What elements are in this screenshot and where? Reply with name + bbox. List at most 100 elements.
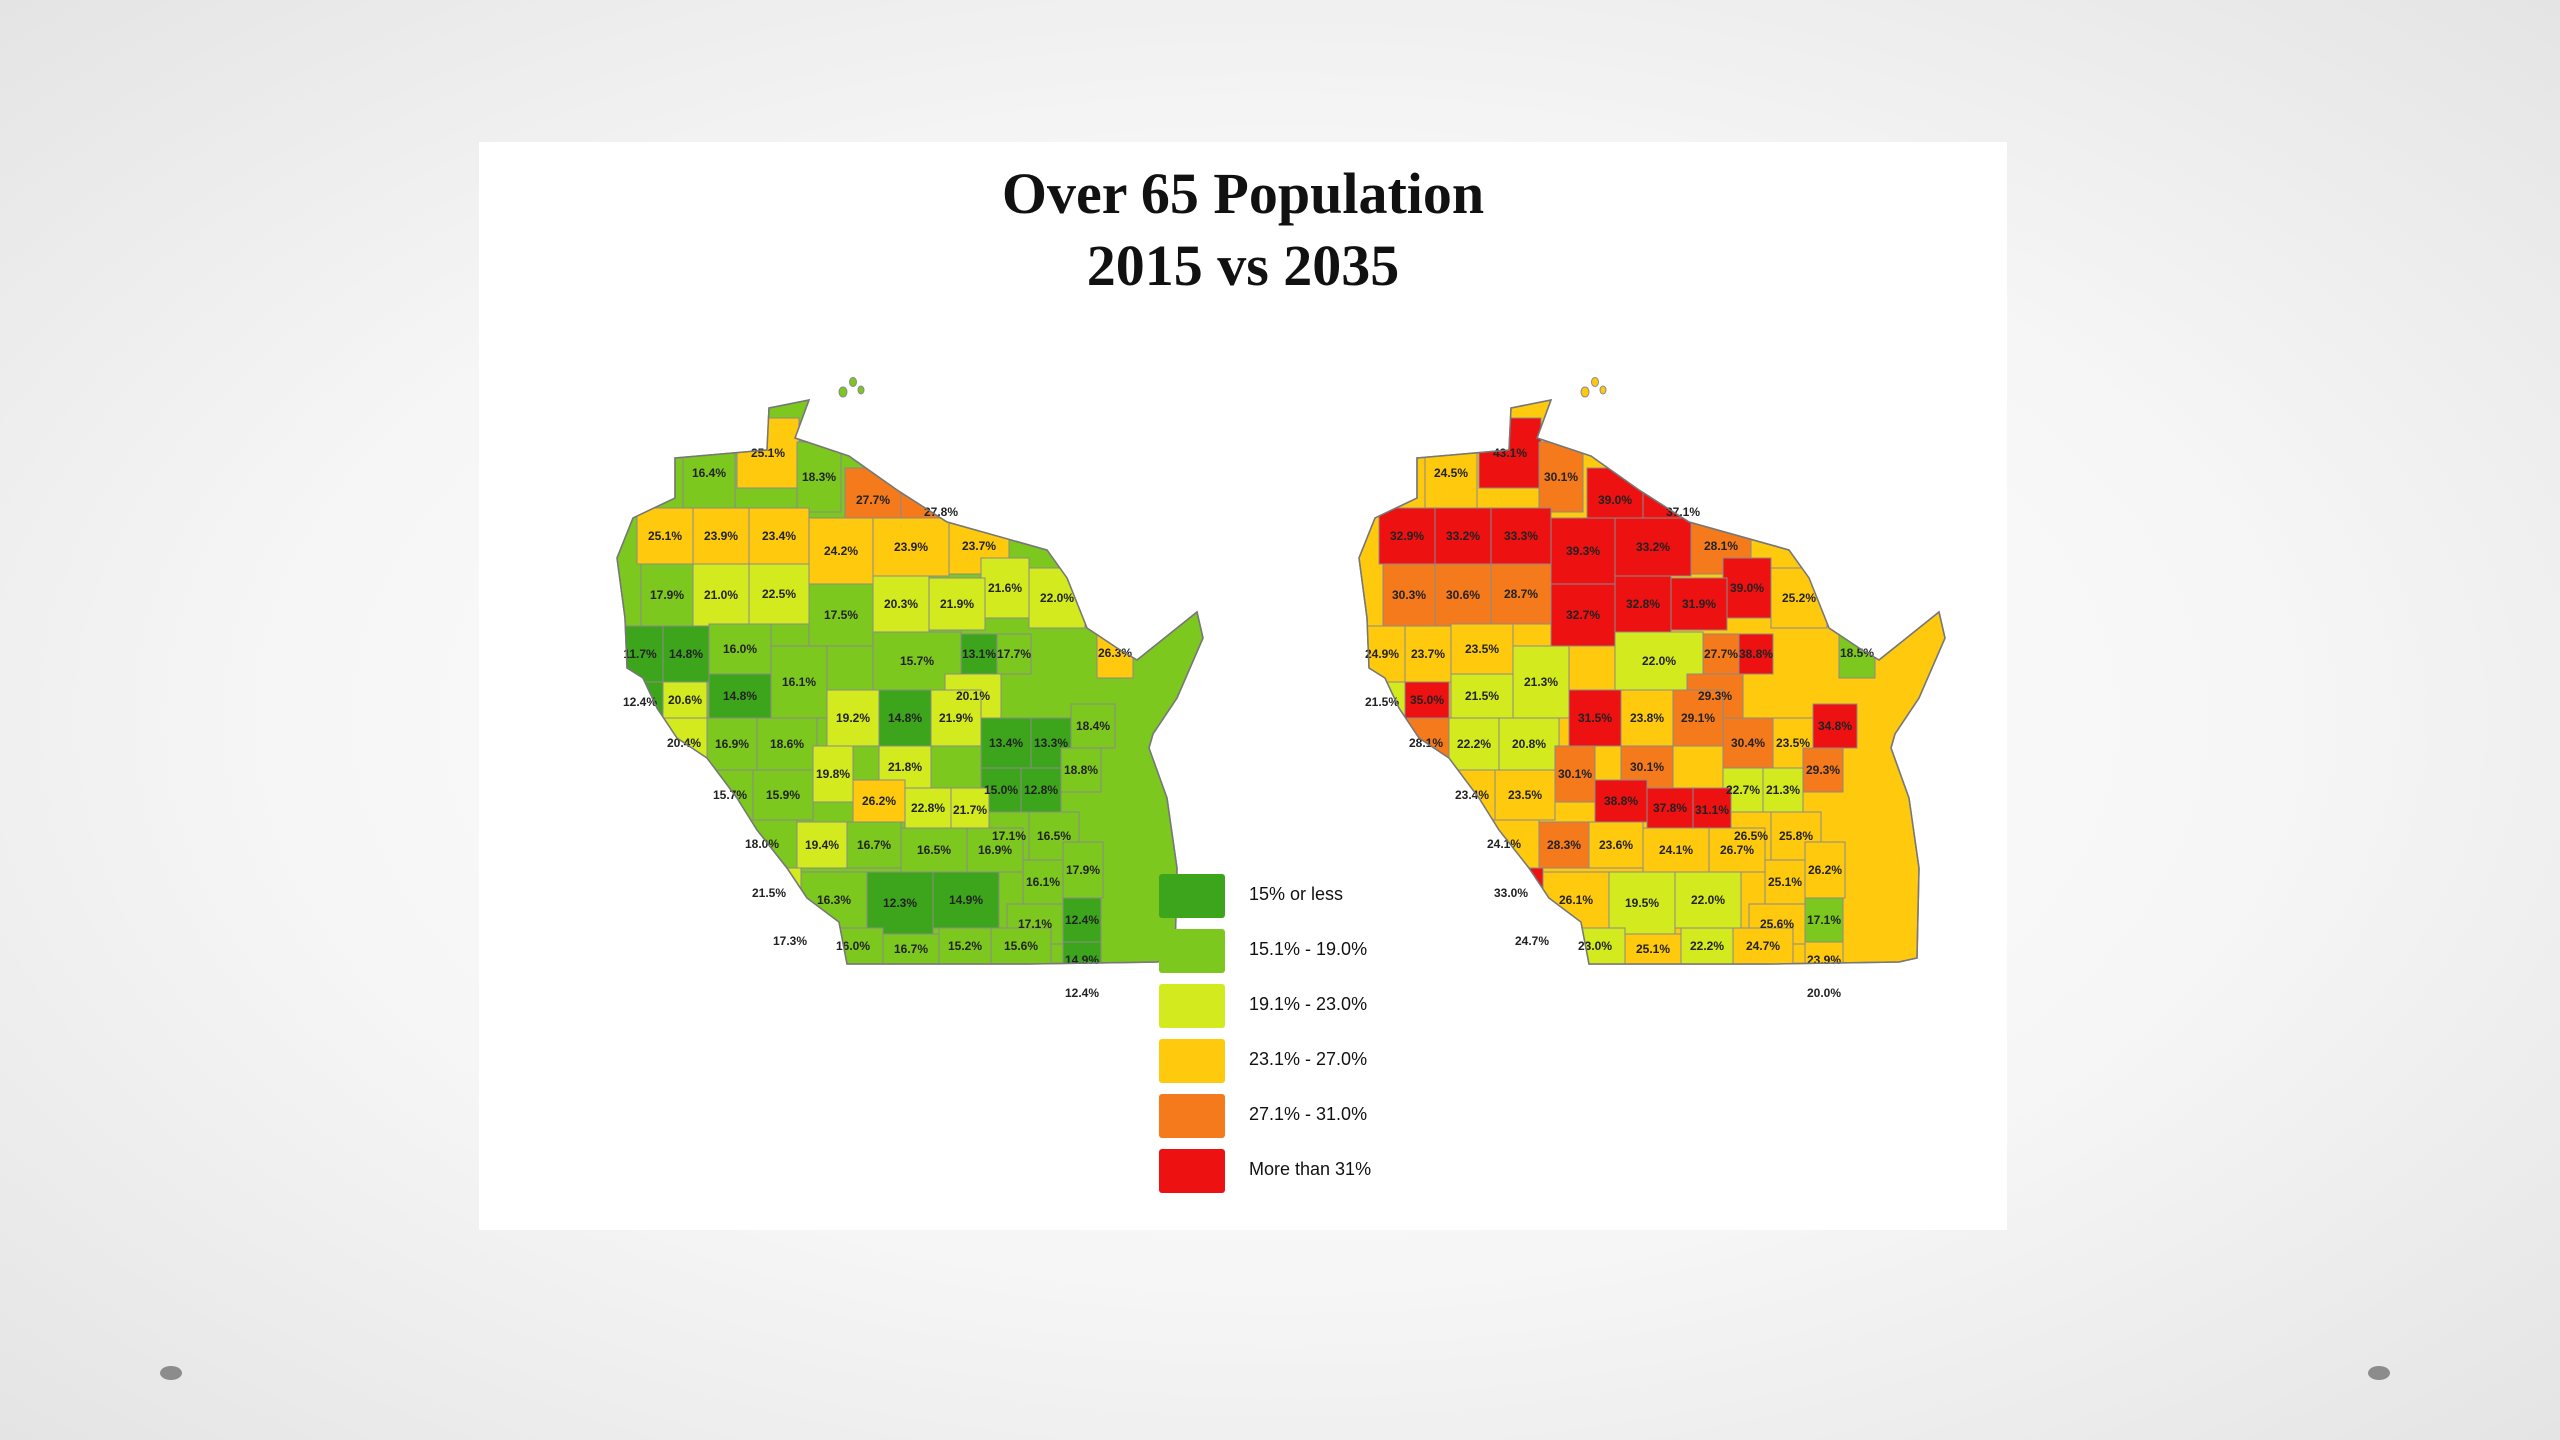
county-value-label: 12.8% <box>1024 783 1058 797</box>
county-region <box>1062 941 1102 964</box>
county-value-label: 43.1% <box>1493 446 1527 460</box>
county-value-label: 23.7% <box>962 539 996 553</box>
county-region <box>980 717 1032 769</box>
map-2015-svg: 16.4% 25.1% 18.3% 27.7% 27.8% 25.1% 23.9% 23.4%… <box>616 377 1204 1000</box>
county-region <box>826 689 880 747</box>
county-value-label: 16.3% <box>817 893 851 907</box>
county-region <box>938 927 992 964</box>
county-value-label: 23.7% <box>1411 647 1445 661</box>
county-region <box>996 633 1032 675</box>
county-value-label: 17.5% <box>824 608 858 622</box>
county-value-label: 27.7% <box>1704 647 1738 661</box>
county-value-label: 16.9% <box>978 843 1012 857</box>
county-value-label: 21.5% <box>1465 689 1499 703</box>
county-region <box>928 577 986 631</box>
county-region <box>1738 633 1774 675</box>
county-value-label: 27.8% <box>924 505 958 519</box>
county-region <box>1404 625 1452 683</box>
county-region <box>1812 703 1858 749</box>
county-region <box>1512 645 1570 719</box>
county-value-label: 37.8% <box>1653 801 1687 815</box>
legend-label: 23.1% - 27.0% <box>1249 1049 1368 1069</box>
county-value-label: 16.7% <box>894 942 928 956</box>
county-value-label: 21.6% <box>988 581 1022 595</box>
county-value-label: 25.6% <box>1760 917 1794 931</box>
slide-bullet-right <box>2368 1366 2390 1380</box>
county-region <box>812 745 854 803</box>
island <box>1591 377 1599 387</box>
county-value-label: 15.6% <box>1004 939 1038 953</box>
county-value-label: 39.3% <box>1566 544 1600 558</box>
county-value-label: 24.1% <box>1659 843 1693 857</box>
county-value-label: 23.5% <box>1776 736 1810 750</box>
county-value-label: 12.4% <box>1065 913 1099 927</box>
legend-swatch <box>1159 1149 1225 1193</box>
county-region <box>662 681 708 719</box>
county-region <box>1804 897 1844 943</box>
county-region <box>692 507 750 565</box>
county-value-label: 24.7% <box>1746 939 1780 953</box>
county-region <box>1070 703 1116 749</box>
county-value-label: 22.0% <box>1642 654 1676 668</box>
county-value-label: 21.7% <box>953 803 987 817</box>
county-value-label: 19.2% <box>836 711 870 725</box>
legend-item: 19.1% - 23.0% <box>1159 984 1559 1028</box>
county-value-label: 26.7% <box>1720 843 1754 857</box>
legend-item: 27.1% - 31.0% <box>1159 1094 1559 1138</box>
county-region <box>692 563 750 627</box>
legend-item: 23.1% - 27.0% <box>1159 1039 1559 1083</box>
state-border <box>616 399 1204 965</box>
legend-swatch <box>1159 1039 1225 1083</box>
county-region <box>796 441 842 513</box>
county-value-label: 12.4% <box>623 695 657 709</box>
county-value-label: 24.5% <box>1434 466 1468 480</box>
county-value-label: 21.3% <box>1524 675 1558 689</box>
county-value-label: 32.8% <box>1626 597 1660 611</box>
county-region <box>1672 689 1724 747</box>
county-value-label: 26.1% <box>1559 893 1593 907</box>
county-value-label: 24.1% <box>1487 837 1521 851</box>
county-value-label: 31.9% <box>1682 597 1716 611</box>
county-value-label: 30.1% <box>1544 470 1578 484</box>
county-value-label: 30.1% <box>1630 760 1664 774</box>
county-region <box>980 557 1030 619</box>
figure-title: Over 65 Population 2015 vs 2035 <box>479 158 2007 302</box>
county-region <box>748 563 810 625</box>
legend-item: More than 31% <box>1159 1149 1559 1193</box>
county-region <box>1594 779 1648 823</box>
county-region <box>1550 517 1616 585</box>
legend-label: More than 31% <box>1249 1159 1372 1179</box>
county-value-label: 19.4% <box>805 838 839 852</box>
county-value-label: 21.8% <box>888 760 922 774</box>
county-value-label: 33.0% <box>1494 886 1528 900</box>
county-value-label: 19.8% <box>816 767 850 781</box>
county-region <box>1680 927 1734 964</box>
county-value-label: 12.3% <box>883 896 917 910</box>
county-region <box>1732 927 1794 964</box>
county-region <box>662 625 710 683</box>
county-value-label: 26.2% <box>862 794 896 808</box>
county-value-label: 21.3% <box>1766 783 1800 797</box>
county-value-label: 22.0% <box>1691 893 1725 907</box>
island <box>857 385 865 395</box>
county-value-label: 20.8% <box>1512 737 1546 751</box>
legend-item: 15% or less <box>1159 874 1559 918</box>
county-value-label: 24.9% <box>1365 647 1399 661</box>
county-value-label: 25.8% <box>1779 829 1813 843</box>
county-value-label: 34.8% <box>1818 719 1852 733</box>
county-value-label: 22.7% <box>1726 783 1760 797</box>
county-value-label: 22.2% <box>1457 737 1491 751</box>
county-value-label: 16.7% <box>857 838 891 852</box>
county-value-label: 16.5% <box>1037 829 1071 843</box>
county-region <box>1674 871 1742 929</box>
county-value-label: 22.8% <box>911 801 945 815</box>
county-value-label: 20.3% <box>884 597 918 611</box>
county-value-label: 24.7% <box>1515 934 1549 948</box>
county-value-label: 25.1% <box>751 446 785 460</box>
county-value-label: 25.1% <box>1768 875 1802 889</box>
county-region <box>1020 767 1062 813</box>
county-value-label: 20.0% <box>1807 986 1841 1000</box>
county-region <box>866 871 934 935</box>
county-region <box>1708 827 1766 873</box>
county-region <box>752 769 814 821</box>
